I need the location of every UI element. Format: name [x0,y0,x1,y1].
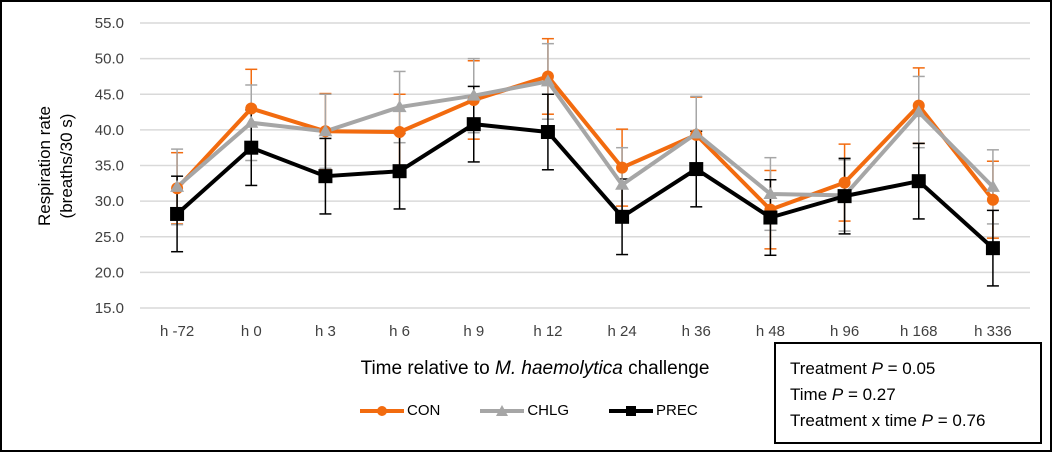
x-axis-ticks: h -72 h 0 h 3 h 6 h 9 h 12 h 24 h 36 h 48 h 96 h 1… [160,323,1012,340]
data-point-prec [392,164,407,179]
y-axis-label-line1: Respiration rate [35,106,54,226]
y-tick-label: 20.0 [95,264,124,281]
data-point-prec [170,206,185,221]
data-point-chlg [540,74,555,87]
series-line-prec [175,122,995,250]
x-tick-label: h 12 [533,323,562,340]
y-tick-label: 30.0 [95,193,124,210]
data-point-chlg [392,100,407,113]
data-point-prec [466,117,481,132]
legend-label-prec: PREC [656,402,698,419]
data-point-chlg [911,105,926,118]
data-point-prec [837,189,852,204]
data-point-chlg [615,177,630,190]
x-tick-label: h 36 [682,323,711,340]
data-point-prec [689,162,704,177]
data-point-prec [763,210,778,225]
series-markers [170,70,1000,256]
data-point-prec [615,209,630,224]
series-lines [175,74,995,250]
data-point-chlg [318,124,333,137]
y-axis-ticks: 15.0 20.0 25.0 30.0 35.0 40.0 45.0 50.0 55.0 [95,15,124,317]
data-point-con [616,161,629,174]
gridlines [140,22,1030,309]
legend-item-chlg[interactable]: CHLG [480,402,569,419]
data-point-prec [318,169,333,184]
y-tick-label: 15.0 [95,300,124,317]
x-axis-title-italic: M. haemolytica [495,358,623,379]
x-tick-label: h 3 [315,323,336,340]
data-point-chlg [466,88,481,101]
legend: CON CHLG PREC [360,402,698,419]
y-tick-label: 35.0 [95,158,124,175]
legend-marker-con [360,405,404,416]
legend-marker-chlg [480,404,525,416]
legend-marker-prec [609,405,654,416]
data-point-con [838,176,851,189]
x-tick-label: h 6 [389,323,410,340]
x-axis-title-pre: Time relative to [360,358,496,379]
x-tick-label: h 168 [900,323,938,340]
data-point-con [393,126,406,139]
x-tick-label: h 0 [241,323,262,340]
series-line-chlg [175,79,995,198]
data-point-chlg [689,126,704,139]
y-tick-label: 45.0 [95,86,124,103]
data-point-con [245,102,258,115]
data-point-chlg [985,179,1000,192]
y-tick-label: 50.0 [95,51,124,68]
x-tick-label: h 9 [463,323,484,340]
x-tick-label: h -72 [160,323,194,340]
data-point-prec [985,241,1000,256]
y-tick-label: 25.0 [95,229,124,246]
x-tick-label: h 96 [830,323,859,340]
data-point-prec [540,125,555,140]
legend-label-chlg: CHLG [527,402,570,419]
data-point-con [986,193,999,206]
y-tick-label: 55.0 [95,15,124,32]
x-tick-label: h 48 [756,323,785,340]
data-point-chlg [170,179,185,192]
statistics-box: Treatment P = 0.05 Time P = 0.27 Treatme… [774,342,1042,444]
x-axis-title: Time relative to M. haemolytica challeng… [0,358,1052,380]
stat-interaction: Treatment x time P = 0.76 [790,411,986,430]
data-point-chlg [763,187,778,199]
y-tick-label: 40.0 [95,122,124,139]
data-point-prec [911,174,926,189]
x-tick-label: h 336 [974,323,1012,340]
data-point-prec [244,140,259,155]
stat-treatment: Treatment P = 0.05 [790,359,936,378]
series-line-con [175,74,995,212]
x-tick-label: h 24 [607,323,636,340]
legend-item-con[interactable]: CON [360,402,440,419]
stat-time: Time P = 0.27 [790,385,896,404]
x-axis-title-post: challenge [622,358,710,379]
data-point-chlg [244,115,259,128]
legend-label-con: CON [407,402,441,419]
y-axis-label-line2: (breaths/30 s) [57,114,76,219]
legend-item-prec[interactable]: PREC [609,402,698,419]
